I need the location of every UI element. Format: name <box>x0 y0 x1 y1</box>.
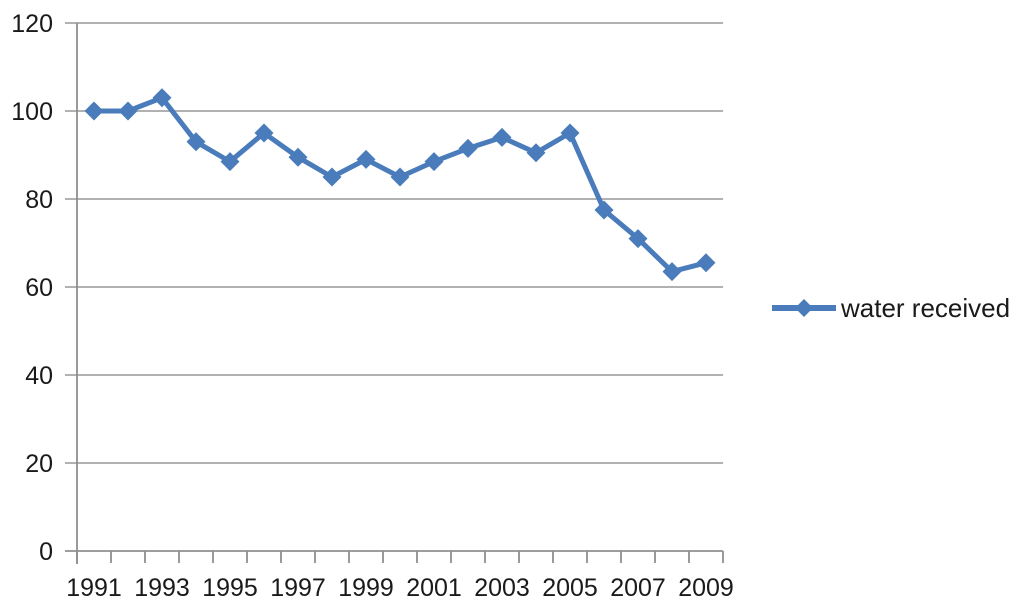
y-tick-label: 100 <box>11 98 53 126</box>
data-point-marker <box>696 253 716 273</box>
data-point-marker <box>424 152 444 172</box>
x-tick-label: 2009 <box>678 574 734 602</box>
y-tick-label: 20 <box>25 450 53 478</box>
legend: water received <box>770 293 1010 323</box>
x-tick-label: 2003 <box>474 574 530 602</box>
x-tick-label: 1991 <box>66 574 122 602</box>
data-point-marker <box>288 147 308 167</box>
data-point-marker <box>390 167 410 187</box>
data-point-marker <box>458 138 478 158</box>
data-point-marker <box>220 152 240 172</box>
y-tick-label: 0 <box>39 538 53 566</box>
data-point-marker <box>662 262 682 282</box>
y-tick-label: 60 <box>25 274 53 302</box>
data-point-marker <box>186 132 206 152</box>
x-tick-label: 1993 <box>134 574 190 602</box>
x-tick-label: 1997 <box>270 574 326 602</box>
y-tick-label: 40 <box>25 362 53 390</box>
data-point-marker <box>118 101 138 121</box>
data-point-marker <box>526 143 546 163</box>
data-point-marker <box>628 229 648 249</box>
x-tick-label: 1999 <box>338 574 394 602</box>
x-tick-label: 1995 <box>202 574 258 602</box>
data-point-marker <box>560 123 580 143</box>
data-point-marker <box>594 200 614 220</box>
legend-line-marker-icon <box>772 299 836 317</box>
data-point-marker <box>356 149 376 169</box>
y-tick-label: 120 <box>11 10 53 38</box>
x-tick-label: 2001 <box>406 574 462 602</box>
data-point-marker <box>254 123 274 143</box>
data-point-marker <box>84 101 104 121</box>
data-point-marker <box>322 167 342 187</box>
data-point-marker <box>152 88 172 108</box>
x-tick-label: 2005 <box>542 574 598 602</box>
legend-label: water received <box>841 293 1011 323</box>
data-point-marker <box>492 127 512 147</box>
x-tick-label: 2007 <box>610 574 666 602</box>
y-tick-label: 80 <box>25 186 53 214</box>
